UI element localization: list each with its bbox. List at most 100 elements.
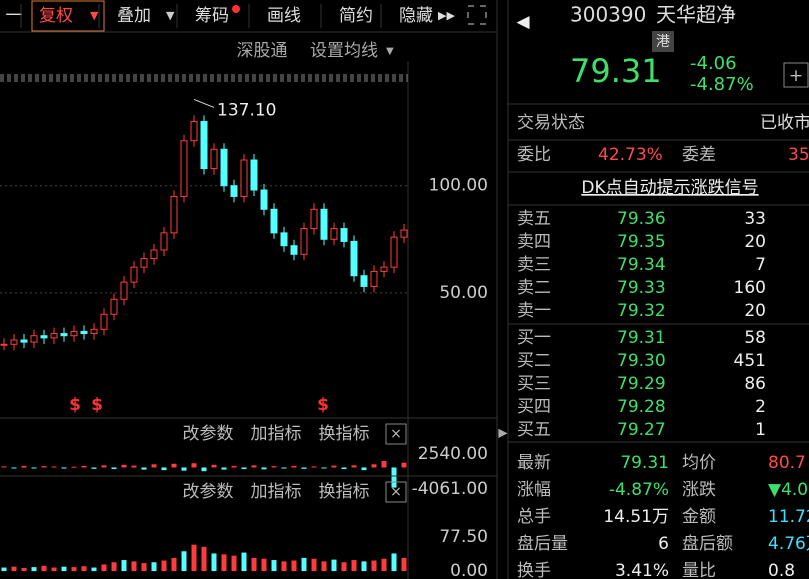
bar	[11, 566, 17, 572]
panel-button[interactable]: 改参数	[183, 482, 234, 502]
order-price: 79.33	[617, 278, 666, 298]
close-icon[interactable]: ×	[390, 426, 402, 442]
bar	[291, 465, 297, 468]
bar	[141, 563, 147, 572]
candle	[100, 313, 108, 330]
candle	[370, 270, 378, 287]
candle	[220, 148, 228, 187]
ratio-value: 42.73%	[598, 145, 663, 165]
order-label: 卖五	[517, 209, 551, 229]
bar	[211, 464, 217, 468]
panel-button[interactable]: 加指标	[251, 424, 302, 444]
order-volume: 20	[744, 301, 766, 321]
bar	[201, 546, 207, 572]
bar	[311, 558, 317, 572]
toolbar-button[interactable]: 隐藏	[399, 6, 433, 26]
bar	[41, 466, 47, 468]
y-tick-label: 0.00	[450, 561, 488, 579]
peak-pointer	[193, 98, 215, 108]
close-button[interactable]	[385, 423, 407, 445]
candle	[70, 330, 78, 337]
candle	[160, 232, 168, 251]
add-icon[interactable]: +	[789, 66, 803, 86]
stat-value: ▼4.0	[768, 480, 808, 500]
toolbar-button[interactable]: 一	[6, 6, 23, 26]
bar	[371, 560, 377, 572]
bar	[391, 467, 397, 488]
bar	[251, 557, 257, 572]
bar	[381, 461, 387, 468]
panel-button[interactable]: 换指标	[319, 482, 370, 502]
order-volume: 451	[734, 351, 766, 371]
candle	[170, 195, 178, 234]
bar	[231, 465, 237, 468]
order-price: 79.30	[617, 351, 666, 371]
order-volume: 7	[755, 255, 766, 275]
collapse-arrow[interactable]: ▶	[498, 426, 508, 440]
order-label: 卖一	[517, 301, 551, 321]
bar	[261, 467, 267, 470]
candle	[200, 120, 208, 170]
price-change: -4.06	[690, 53, 737, 74]
header-link[interactable]: 设置均线	[310, 41, 378, 61]
stat-value: 3.41%	[615, 561, 669, 579]
bar	[351, 560, 357, 572]
bar	[1, 567, 7, 572]
back-arrow[interactable]: ◀	[516, 12, 530, 32]
order-price: 79.34	[617, 255, 666, 275]
bar	[301, 467, 307, 469]
bar	[231, 555, 237, 572]
order-price: 79.29	[617, 374, 666, 394]
close-icon[interactable]: ×	[390, 484, 402, 500]
stat-value: 4.76万	[768, 534, 809, 554]
bar	[361, 561, 367, 572]
bar	[111, 467, 117, 470]
status-label: 交易状态	[517, 113, 585, 133]
panel-button[interactable]: 换指标	[319, 424, 370, 444]
bar	[121, 560, 127, 572]
order-volume: 1	[755, 420, 766, 440]
header-link[interactable]: 深股通	[237, 41, 288, 61]
order-price: 79.35	[617, 232, 666, 252]
toolbar-button[interactable]: 简约	[339, 6, 373, 26]
stat-label: 总手	[517, 507, 551, 527]
bar	[81, 566, 87, 572]
panel-button[interactable]: 加指标	[251, 482, 302, 502]
stat-label: 涨幅	[517, 480, 551, 500]
add-box[interactable]	[783, 62, 809, 88]
order-label: 买二	[517, 351, 551, 371]
stat-value: 80.7	[768, 453, 806, 473]
candle	[250, 159, 258, 191]
bar	[401, 557, 407, 572]
toolbar-button[interactable]: 筹码	[195, 6, 229, 26]
bar	[61, 566, 67, 572]
toolbar-button[interactable]: 叠加	[117, 6, 151, 26]
bar	[351, 465, 357, 468]
bar	[71, 466, 77, 468]
fullscreen-icon[interactable]	[467, 5, 487, 25]
order-volume: 33	[744, 209, 766, 229]
panel-button[interactable]: 改参数	[183, 424, 234, 444]
add-button[interactable]: +	[783, 62, 809, 88]
signal-marker: $	[69, 395, 81, 415]
bar	[271, 560, 277, 572]
bar	[341, 467, 347, 470]
bar	[331, 465, 337, 468]
candle	[180, 140, 188, 197]
bar	[51, 466, 57, 468]
close-button[interactable]	[385, 481, 407, 503]
candle	[60, 333, 68, 337]
order-label: 卖三	[517, 255, 551, 275]
toolbar-button[interactable]: 复权	[39, 6, 73, 26]
toolbar-button[interactable]: 画线	[267, 6, 301, 26]
signal-link[interactable]: DK点自动提示涨跌信号	[581, 178, 758, 198]
bar	[361, 467, 367, 471]
bar	[31, 467, 37, 469]
bar	[371, 464, 377, 468]
bar	[241, 552, 247, 572]
bar	[21, 567, 27, 572]
bar	[151, 464, 157, 468]
bar	[341, 562, 347, 572]
